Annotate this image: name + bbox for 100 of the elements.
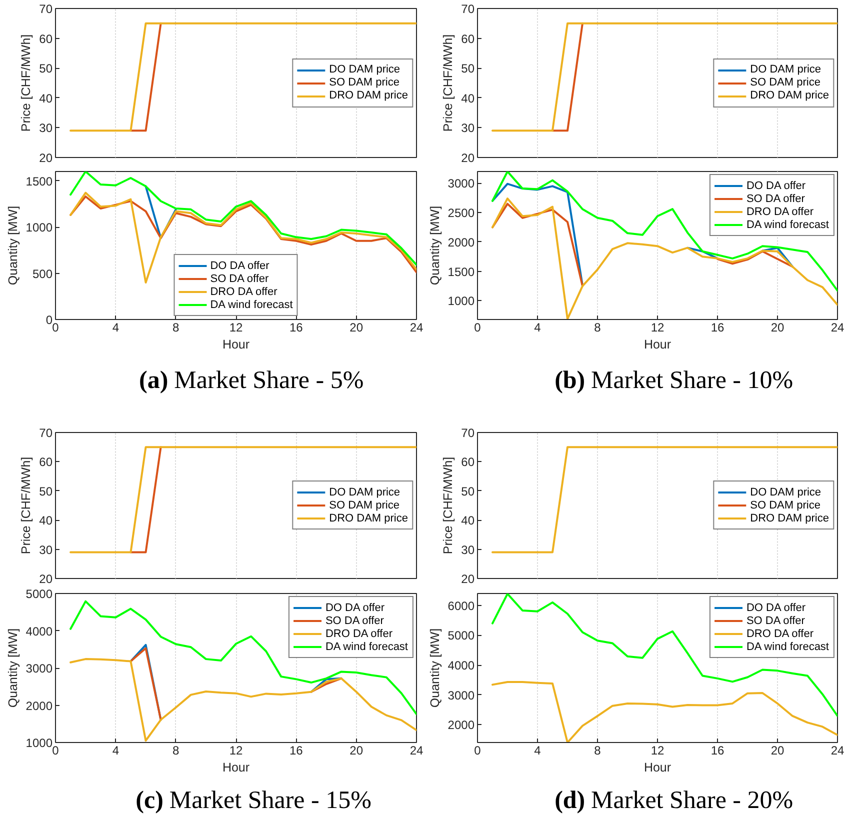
x-tick-label: 24	[410, 320, 424, 334]
x-axis-title: Hour	[222, 338, 250, 352]
legend-label: DRO DA offer	[746, 205, 814, 218]
x-tick-label: 8	[594, 744, 602, 758]
line-series	[70, 600, 416, 716]
y-axis-title: Price [CHF/MWh]	[19, 34, 34, 132]
x-tick-label: 4	[534, 320, 542, 334]
y-tick-label: 2500	[448, 206, 475, 220]
y-axis-title: Quantity [MW]	[428, 206, 442, 286]
y-tick-label: 60	[461, 455, 475, 470]
y-tick-label: 4000	[26, 624, 53, 638]
y-axis-title: Quantity [MW]	[6, 628, 20, 708]
y-tick-label: 40	[461, 91, 475, 106]
y-tick-label: 1500	[448, 264, 475, 279]
x-tick-label: 8	[594, 320, 602, 334]
y-tick-label: 50	[39, 484, 53, 498]
legend-label: DRO DAM price	[329, 512, 408, 524]
y-tick-label: 1000	[26, 736, 53, 750]
y-tick-label: 20	[461, 572, 475, 586]
y-tick-label: 30	[461, 121, 475, 136]
legend-label: SO DA offer	[325, 614, 384, 627]
legend-label: DO DA offer	[325, 601, 385, 614]
text: (c) Market Share - 15%	[136, 787, 372, 814]
x-tick-label: 16	[710, 320, 724, 334]
y-tick-label: 50	[461, 484, 475, 498]
y-tick-label: 50	[39, 62, 53, 76]
y-tick-label: 60	[39, 455, 53, 470]
legend-label: DO DAM price	[750, 63, 822, 76]
y-tick-label: 20	[39, 572, 53, 586]
legend-label: DRO DA offer	[746, 627, 814, 640]
y-tick-label: 60	[461, 32, 475, 46]
legend-label: DA wind forecast	[746, 218, 829, 231]
legend-label: DRO DA offer	[210, 285, 278, 298]
legend-label: DA wind forecast	[325, 640, 408, 653]
text: (a) Market Share - 5%	[139, 367, 364, 394]
legend-label: DO DA offer	[746, 601, 806, 614]
y-tick-label: 3000	[448, 688, 475, 702]
x-tick-label: 8	[172, 320, 180, 334]
y-axis-title: Price [CHF/MWh]	[441, 456, 456, 554]
legend-label: DO DA offer	[746, 179, 806, 192]
legend-label: DO DAM price	[329, 63, 400, 76]
x-tick-label: 16	[710, 744, 724, 758]
y-tick-label: 3000	[26, 662, 53, 676]
y-axis-title: Quantity [MW]	[428, 628, 442, 708]
y-tick-label: 1000	[448, 294, 475, 308]
legend-label: DO DAM price	[750, 486, 822, 498]
y-tick-label: 40	[39, 514, 53, 528]
legend-label: SO DAM price	[329, 498, 400, 512]
x-axis-title: Hour	[644, 760, 672, 774]
legend-label: SO DAM price	[750, 498, 820, 512]
line-series	[492, 681, 838, 742]
legend-label: SO DA offer	[746, 192, 805, 205]
x-tick-label: 24	[830, 320, 844, 334]
x-axis-title: Hour	[222, 760, 250, 774]
y-tick-label: 70	[39, 426, 53, 440]
x-tick-label: 20	[770, 320, 784, 334]
legend-label: SO DA offer	[746, 614, 805, 627]
x-tick-label: 4	[112, 744, 120, 758]
x-tick-label: 4	[534, 744, 542, 758]
y-tick-label: 70	[461, 426, 475, 440]
line-series	[70, 658, 416, 742]
y-tick-label: 1000	[26, 220, 53, 234]
x-tick-label: 4	[112, 320, 120, 334]
x-tick-label: 16	[289, 744, 304, 758]
y-tick-label: 3000	[448, 176, 475, 191]
y-tick-label: 30	[39, 542, 53, 557]
legend-label: SO DA offer	[210, 272, 269, 285]
y-tick-label: 40	[461, 514, 475, 528]
legend-label: DO DA offer	[210, 259, 270, 272]
y-tick-label: 30	[461, 542, 475, 557]
y-tick-label: 5000	[448, 628, 475, 643]
text: (d) Market Share - 20%	[554, 787, 794, 814]
y-tick-label: 5000	[26, 587, 53, 601]
legend-label: DA wind forecast	[210, 298, 293, 311]
legend-label: DRO DA offer	[325, 627, 392, 640]
y-tick-label: 1500	[26, 174, 53, 188]
y-tick-label: 2000	[448, 718, 475, 732]
y-tick-label: 2000	[448, 235, 475, 250]
y-tick-label: 70	[39, 2, 53, 16]
y-tick-label: 20	[39, 151, 53, 165]
y-axis-title: Price [CHF/MWh]	[19, 456, 34, 554]
legend-label: DRO DAM price	[750, 512, 829, 524]
text: (b) Market Share - 10%	[554, 367, 794, 394]
x-axis-title: Hour	[644, 338, 672, 352]
x-tick-label: 20	[350, 320, 364, 334]
y-tick-label: 50	[461, 62, 475, 76]
y-tick-label: 60	[39, 32, 53, 46]
y-tick-label: 4000	[448, 658, 475, 673]
line-series	[492, 594, 838, 717]
x-tick-label: 12	[229, 320, 243, 334]
legend-label: SO DAM price	[329, 76, 400, 89]
y-tick-label: 20	[461, 151, 475, 165]
x-tick-label: 16	[289, 320, 304, 334]
x-tick-label: 12	[650, 744, 664, 758]
x-tick-label: 8	[172, 744, 180, 758]
y-tick-label: 6000	[448, 598, 475, 613]
y-tick-label: 70	[461, 2, 475, 16]
x-tick-label: 12	[229, 744, 243, 758]
x-tick-label: 20	[350, 744, 364, 758]
legend-label: SO DAM price	[750, 76, 820, 89]
